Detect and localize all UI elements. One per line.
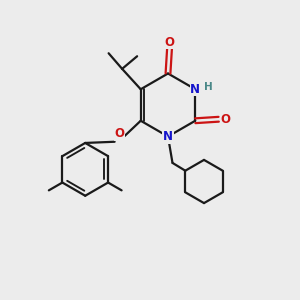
- Text: N: N: [190, 83, 200, 96]
- Text: N: N: [163, 130, 173, 143]
- Text: O: O: [164, 36, 175, 49]
- Text: O: O: [114, 128, 124, 140]
- Text: H: H: [203, 82, 212, 92]
- Text: O: O: [220, 113, 230, 126]
